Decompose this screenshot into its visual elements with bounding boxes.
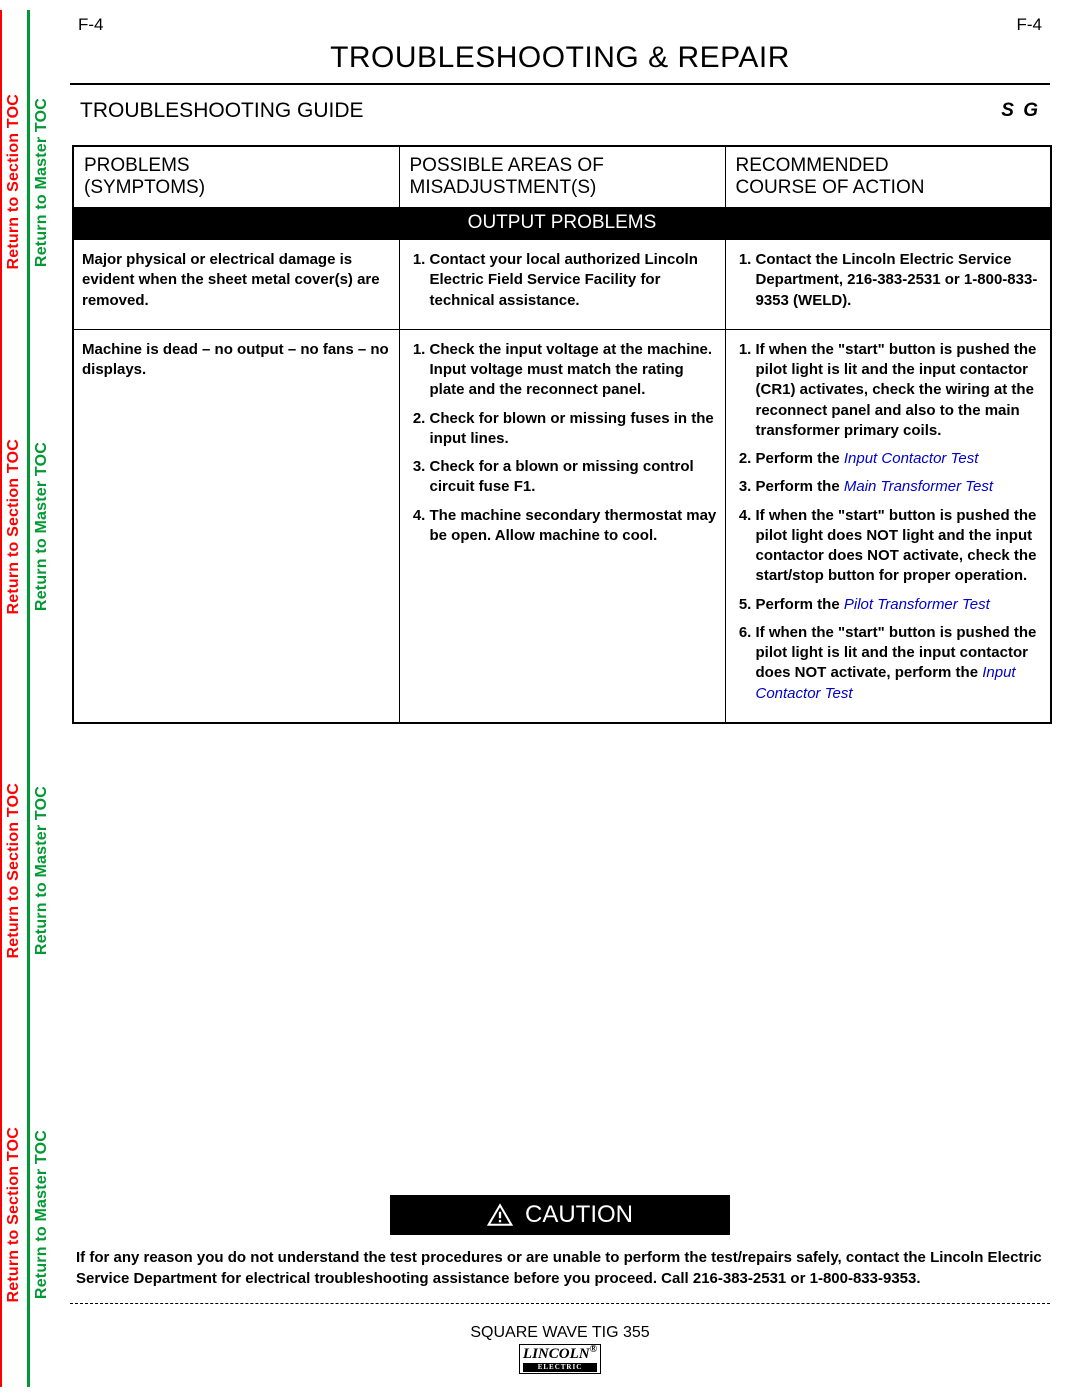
troubleshooting-table: PROBLEMS(SYMPTOMS) POSSIBLE AREAS OFMISA… [72,145,1052,724]
list-item: If when the "start" button is pushed the… [756,623,1043,704]
page-footer: SQUARE WAVE TIG 355 LINCOLN® ELECTRIC [70,1324,1050,1374]
col-action: RECOMMENDEDCOURSE OF ACTION [725,146,1051,207]
brand-logo: LINCOLN® ELECTRIC [519,1344,601,1374]
list-item: Contact the Lincoln Electric Service Dep… [756,250,1043,311]
misadjust-cell: Check the input voltage at the machine. … [399,329,725,723]
list-item: Check for a blown or missing control cir… [430,457,717,498]
page-code-left: F-4 [78,15,104,35]
list-item: If when the "start" button is pushed the… [756,506,1043,587]
page-content: F-4 F-4 TROUBLESHOOTING & REPAIR TROUBLE… [70,15,1050,1382]
return-master-toc-link[interactable]: Return to Master TOC [33,98,51,267]
return-master-toc-link[interactable]: Return to Master TOC [33,786,51,955]
caution-block: CAUTION If for any reason you do not und… [70,1195,1050,1304]
return-section-toc-link[interactable]: Return to Section TOC [5,783,23,958]
side-navigation: Return to Section TOC Return to Section … [0,0,56,1397]
list-item: Perform the Main Transformer Test [756,477,1043,497]
test-link[interactable]: Input Contactor Test [844,450,979,467]
section-bar-label: OUTPUT PROBLEMS [73,207,1051,240]
section-bar: OUTPUT PROBLEMS [73,207,1051,240]
list-item: Perform the Input Contactor Test [756,449,1043,469]
test-link[interactable]: Pilot Transformer Test [844,596,990,613]
page-code-row: F-4 F-4 [70,15,1050,35]
action-cell: If when the "start" button is pushed the… [725,329,1051,723]
list-item: Check for blown or missing fuses in the … [430,409,717,450]
table-header-row: PROBLEMS(SYMPTOMS) POSSIBLE AREAS OFMISA… [73,146,1051,207]
table-row: Major physical or electrical damage is e… [73,240,1051,330]
test-link[interactable]: Main Transformer Test [844,478,993,495]
return-master-toc-link[interactable]: Return to Master TOC [33,1130,51,1299]
return-section-toc-link[interactable]: Return to Section TOC [5,94,23,269]
subtitle: TROUBLESHOOTING GUIDE [80,99,364,123]
subtitle-right: S G [1001,100,1040,122]
list-item: Perform the Pilot Transformer Test [756,595,1043,615]
caution-text: If for any reason you do not understand … [70,1247,1050,1289]
warning-icon [487,1203,513,1227]
page-code-right: F-4 [1017,15,1043,35]
list-item: Contact your local authorized Lincoln El… [430,250,717,311]
return-section-toc-link[interactable]: Return to Section TOC [5,1127,23,1302]
misadjust-cell: Contact your local authorized Lincoln El… [399,240,725,330]
subtitle-row: TROUBLESHOOTING GUIDE S G [70,99,1050,123]
table-row: Machine is dead – no output – no fans – … [73,329,1051,723]
return-master-toc-link[interactable]: Return to Master TOC [33,442,51,611]
col-problems: PROBLEMS(SYMPTOMS) [73,146,399,207]
list-item: If when the "start" button is pushed the… [756,340,1043,441]
return-section-toc-link[interactable]: Return to Section TOC [5,439,23,614]
problem-cell: Machine is dead – no output – no fans – … [73,329,399,723]
caution-label: CAUTION [525,1201,633,1229]
col-misadjust: POSSIBLE AREAS OFMISADJUSTMENT(S) [399,146,725,207]
side-col-master: Return to Master TOC Return to Master TO… [28,0,56,1397]
dash-divider [70,1303,1050,1304]
action-cell: Contact the Lincoln Electric Service Dep… [725,240,1051,330]
list-item: The machine secondary thermostat may be … [430,506,717,547]
main-title: TROUBLESHOOTING & REPAIR [70,41,1050,85]
side-col-section: Return to Section TOC Return to Section … [0,0,28,1397]
caution-bar: CAUTION [390,1195,730,1235]
problem-cell: Major physical or electrical damage is e… [73,240,399,330]
list-item: Check the input voltage at the machine. … [430,340,717,401]
footer-model: SQUARE WAVE TIG 355 [70,1324,1050,1342]
